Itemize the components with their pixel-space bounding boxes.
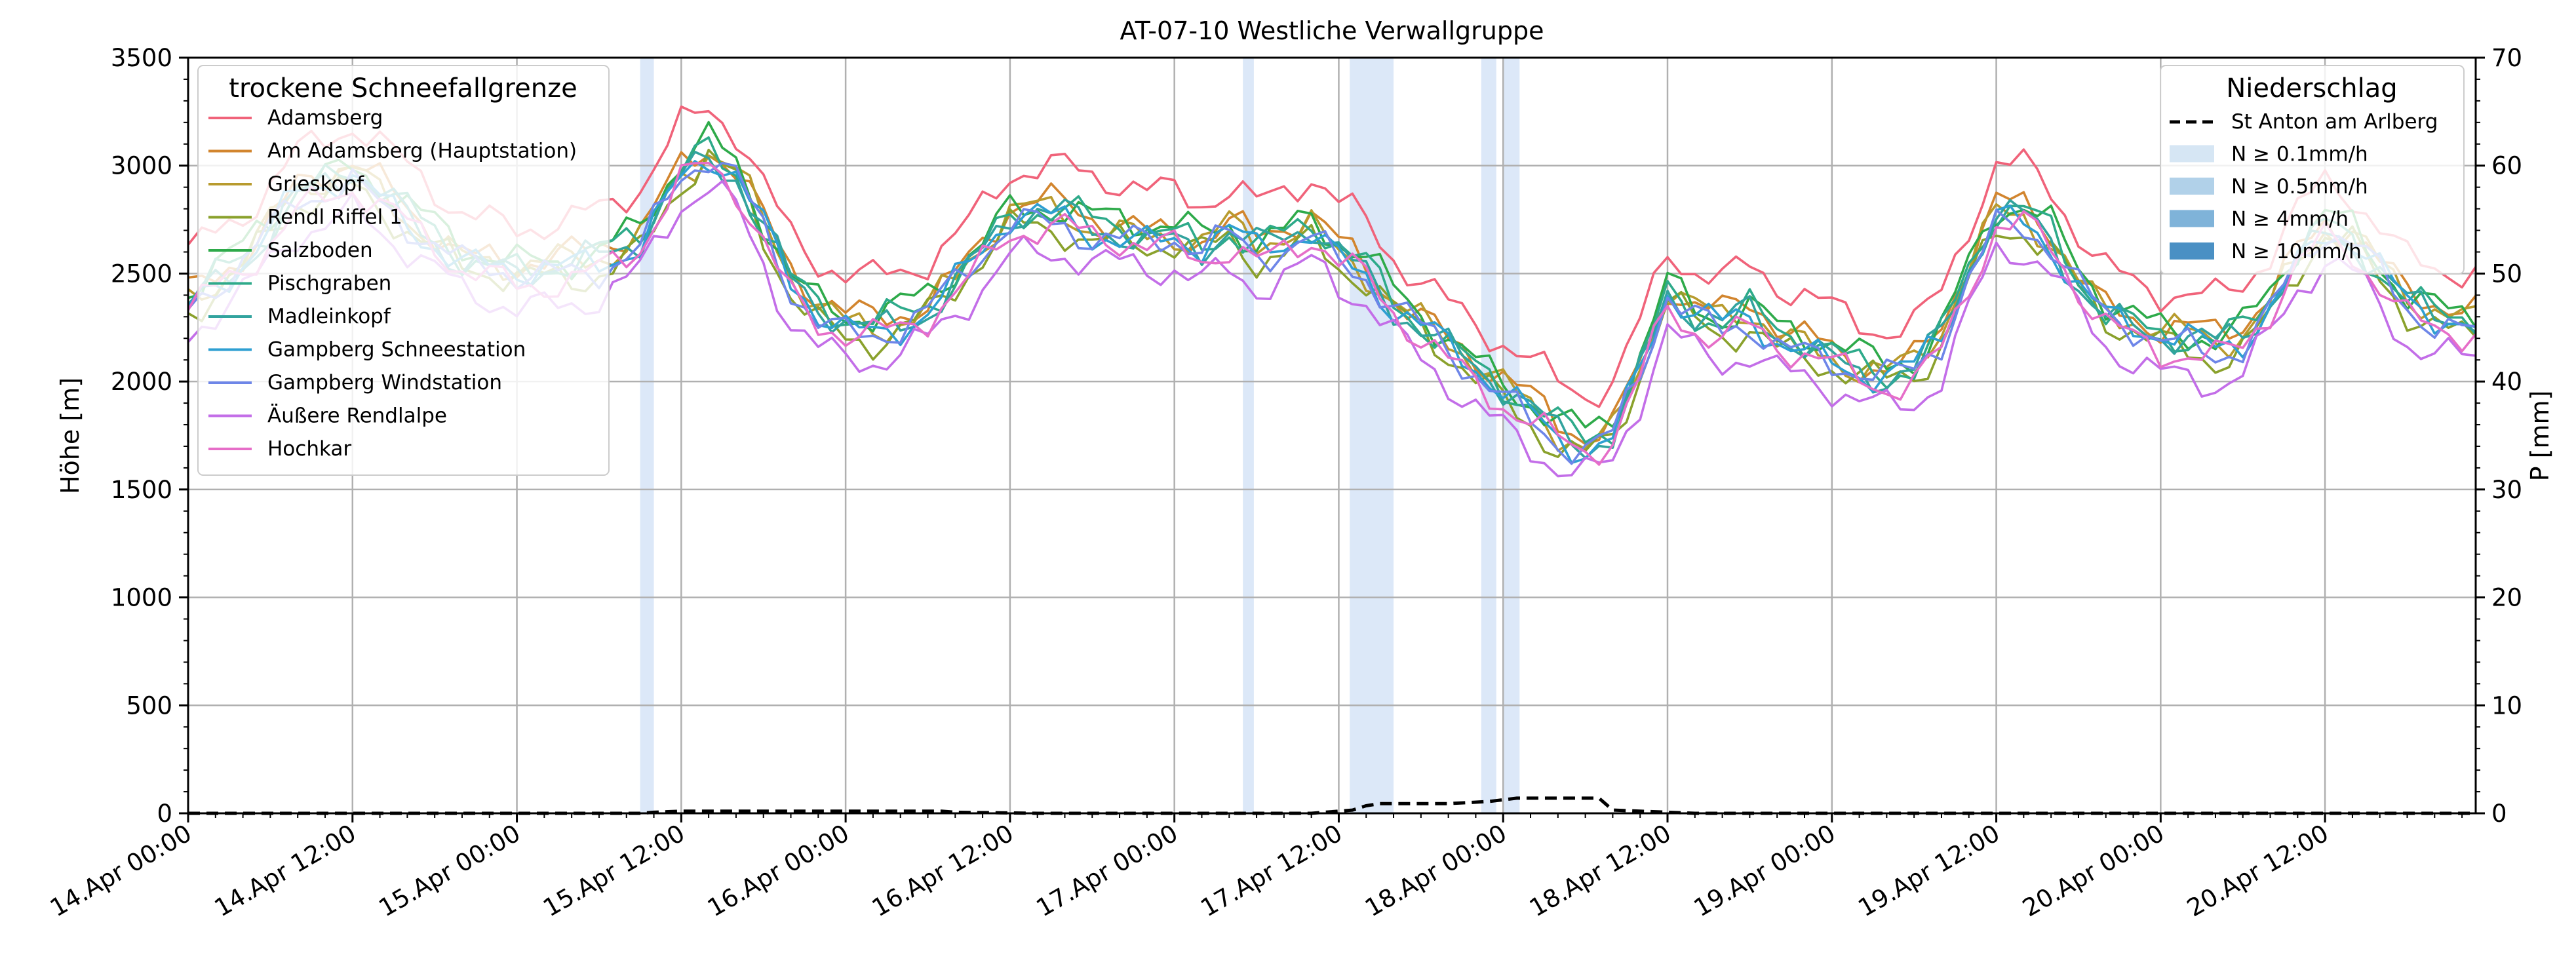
y-right-tick-label: 10 (2491, 691, 2522, 720)
precip-legend-label-3: N ≥ 0.5mm/h (2231, 175, 2368, 199)
y-left-tick-label: 2000 (111, 368, 172, 396)
legend-label-11: Hochkar (267, 437, 351, 461)
legend-label-1: Adamsberg (267, 106, 383, 130)
precip-legend-label-5: N ≥ 10mm/h (2231, 240, 2362, 263)
y-right-tick-label: 50 (2491, 260, 2522, 288)
y-left-tick-label: 0 (157, 800, 172, 828)
legend-precip-title: Niederschlag (2226, 73, 2397, 104)
legend-label-7: Madleinkopf (267, 305, 391, 328)
y-right-tick-label: 40 (2491, 368, 2522, 396)
precip-line-group (188, 796, 2476, 815)
legend-label-10: Äußere Rendlalpe (267, 404, 447, 428)
legend-stations-box (197, 65, 610, 476)
precip-line (188, 796, 2476, 815)
y-right-tick-label: 0 (2491, 800, 2507, 828)
y-left-tick-label: 1000 (111, 584, 172, 612)
y-right-tick-label: 30 (2491, 476, 2522, 504)
y-left-tick-label: 500 (126, 691, 172, 720)
precip-band (1243, 58, 1254, 813)
y-right-tick-label: 60 (2491, 152, 2522, 180)
precip-band (1350, 58, 1394, 813)
legend-label-6: Pischgraben (267, 272, 391, 296)
precip-legend-label-2: N ≥ 0.1mm/h (2231, 143, 2368, 166)
legend-precip-box (2160, 65, 2465, 275)
chart-title: AT-07-10 Westliche Verwallgruppe (1120, 16, 1544, 45)
legend-stations: trockene Schneefallgrenze Adamsberg Am Ad… (197, 65, 610, 476)
precip-legend-swatch-5 (2170, 242, 2214, 260)
precip-legend-label-4: N ≥ 4mm/h (2231, 208, 2349, 231)
legend-stations-title: trockene Schneefallgrenze (229, 73, 577, 104)
precip-band (1481, 58, 1496, 813)
legend-label-2: Am Adamsberg (Hauptstation) (267, 140, 577, 163)
precip-band (1503, 58, 1520, 813)
y-left-tick-label: 1500 (111, 476, 172, 504)
precip-bands (640, 58, 1520, 813)
legend-label-3: Grieskopf (267, 172, 364, 196)
precip-legend-label-1: St Anton am Arlberg (2231, 110, 2438, 134)
y-axis-label-left: Höhe [m] (56, 377, 85, 494)
precip-legend-swatch-2 (2170, 145, 2214, 163)
legend-precip: Niederschlag St Anton am Arlberg N ≥ 0.1m… (2160, 65, 2465, 275)
precip-legend-swatch-4 (2170, 210, 2214, 227)
legend-label-9: Gampberg Windstation (267, 371, 502, 395)
y-right-tick-label: 70 (2491, 44, 2522, 72)
legend-label-4: Rendl Riffel 1 (267, 206, 402, 229)
legend-label-5: Salzboden (267, 239, 373, 262)
precip-legend-swatch-3 (2170, 178, 2214, 195)
y-left-tick-label: 3500 (111, 44, 172, 72)
y-right-tick-label: 20 (2491, 584, 2522, 612)
y-left-tick-label: 2500 (111, 260, 172, 288)
legend-label-8: Gampberg Schneestation (267, 338, 526, 362)
y-left-tick-label: 3000 (111, 152, 172, 180)
y-axis-label-right: P [mm] (2526, 391, 2554, 482)
plot-frame (187, 56, 2477, 815)
